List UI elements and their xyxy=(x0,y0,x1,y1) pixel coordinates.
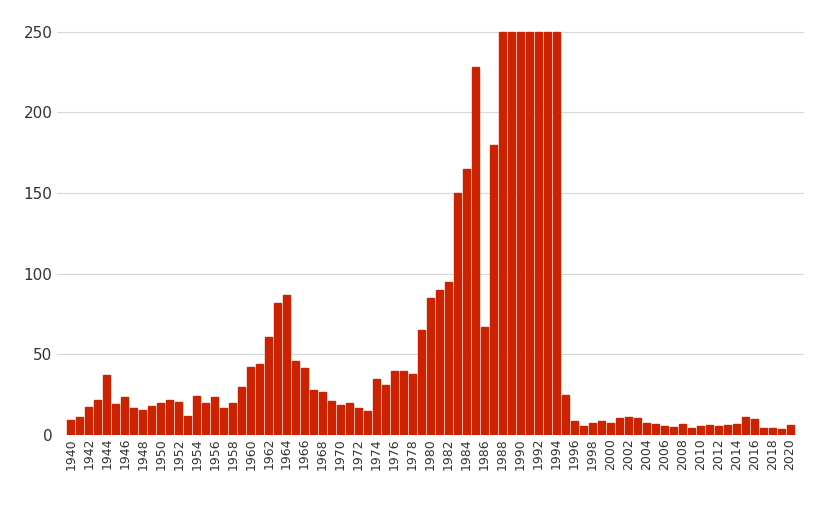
Bar xyxy=(256,364,263,435)
Bar xyxy=(148,406,156,435)
Bar xyxy=(722,425,730,435)
Bar xyxy=(175,402,182,435)
Bar xyxy=(319,392,326,435)
Bar xyxy=(382,385,389,435)
Bar xyxy=(597,421,604,435)
Bar xyxy=(445,282,451,435)
Bar xyxy=(767,428,775,435)
Bar xyxy=(274,303,281,435)
Bar xyxy=(651,424,658,435)
Bar xyxy=(337,404,344,435)
Bar xyxy=(579,425,586,435)
Bar xyxy=(85,407,93,435)
Bar xyxy=(588,423,595,435)
Bar xyxy=(624,417,631,435)
Bar xyxy=(418,330,424,435)
Bar xyxy=(265,337,272,435)
Bar xyxy=(436,290,442,435)
Bar xyxy=(238,387,245,435)
Bar xyxy=(525,32,532,435)
Bar xyxy=(112,403,120,435)
Bar xyxy=(758,428,766,435)
Bar xyxy=(660,426,667,435)
Bar xyxy=(696,426,703,435)
Bar xyxy=(166,400,173,435)
Bar xyxy=(346,403,353,435)
Bar xyxy=(292,361,299,435)
Bar xyxy=(615,418,622,435)
Bar xyxy=(400,371,406,435)
Bar xyxy=(202,403,209,435)
Bar xyxy=(687,428,694,435)
Bar xyxy=(130,408,138,435)
Bar xyxy=(678,424,685,435)
Bar xyxy=(785,425,793,435)
Bar xyxy=(749,419,757,435)
Bar xyxy=(606,423,613,435)
Bar xyxy=(409,374,415,435)
Bar xyxy=(247,367,254,435)
Bar xyxy=(471,67,478,435)
Bar xyxy=(561,395,568,435)
Bar xyxy=(157,403,164,435)
Bar xyxy=(480,327,487,435)
Bar xyxy=(139,410,147,435)
Bar xyxy=(76,417,84,435)
Bar xyxy=(489,144,496,435)
Bar xyxy=(310,390,317,435)
Bar xyxy=(731,424,739,435)
Bar xyxy=(427,298,433,435)
Bar xyxy=(633,418,640,435)
Bar xyxy=(543,32,550,435)
Bar xyxy=(776,429,784,435)
Bar xyxy=(184,416,191,435)
Bar xyxy=(67,420,75,435)
Bar xyxy=(301,368,308,435)
Bar xyxy=(552,32,559,435)
Bar xyxy=(121,397,129,435)
Bar xyxy=(462,169,469,435)
Bar xyxy=(193,396,200,435)
Bar xyxy=(210,397,218,435)
Bar xyxy=(229,403,236,435)
Bar xyxy=(713,426,721,435)
Bar xyxy=(740,417,748,435)
Bar xyxy=(283,295,290,435)
Bar xyxy=(498,32,505,435)
Bar xyxy=(219,408,227,435)
Bar xyxy=(454,193,460,435)
Bar xyxy=(570,421,577,435)
Bar xyxy=(355,408,362,435)
Bar xyxy=(373,379,380,435)
Bar xyxy=(507,32,514,435)
Bar xyxy=(364,411,371,435)
Bar xyxy=(516,32,523,435)
Bar xyxy=(669,427,676,435)
Bar xyxy=(534,32,541,435)
Bar xyxy=(328,401,335,435)
Bar xyxy=(391,371,398,435)
Bar xyxy=(642,423,649,435)
Bar xyxy=(94,400,102,435)
Bar xyxy=(704,425,712,435)
Bar xyxy=(103,375,111,435)
